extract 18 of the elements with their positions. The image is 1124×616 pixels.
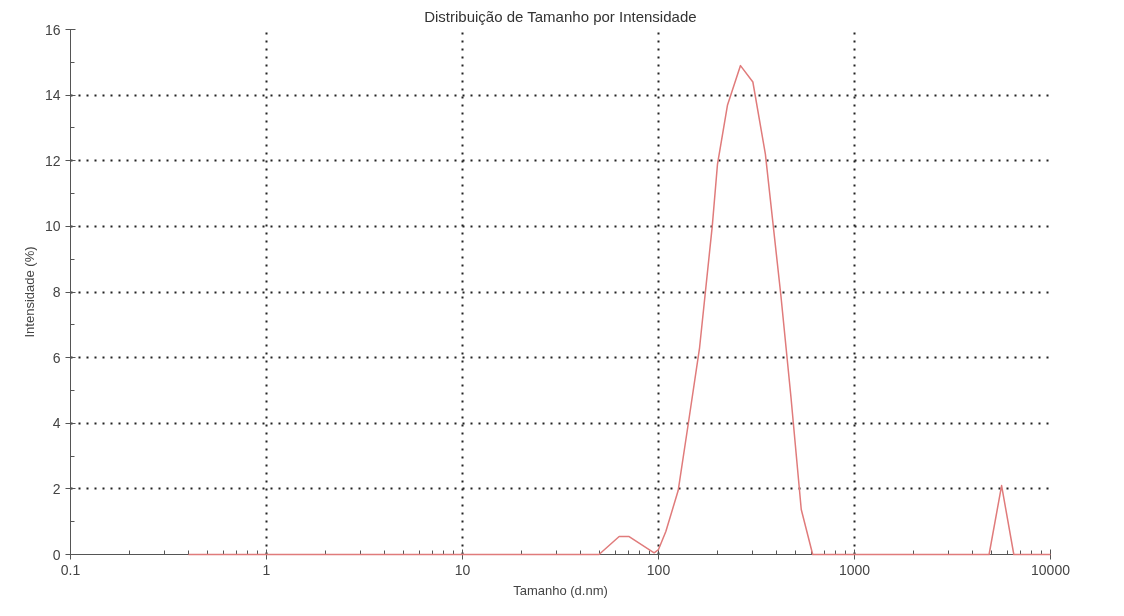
x-tick-label: 100: [646, 561, 671, 578]
x-axis-title: Tamanho (d.nm): [513, 582, 608, 598]
y-tick-label: 16: [44, 21, 61, 38]
y-tick-label: 8: [52, 284, 61, 300]
x-tick-label: 1: [262, 561, 271, 578]
chart-title: Distribuição de Tamanho por Intensidade: [424, 7, 697, 25]
y-tick-label: 4: [52, 415, 61, 432]
y-tick-label: 6: [52, 349, 61, 366]
y-tick-label: 12: [44, 152, 61, 169]
y-tick-label: 10: [44, 218, 61, 235]
x-tick-label: 1000: [838, 561, 871, 578]
y-tick-label: 2: [52, 480, 61, 497]
x-tick-label: 10000: [1031, 561, 1071, 578]
x-tick-label: 10: [454, 561, 471, 578]
y-tick-label: 14: [44, 87, 61, 104]
y-axis-title: Intensidade (%): [21, 246, 37, 338]
x-tick-label: 0.1: [60, 561, 81, 578]
y-tick-label: 0: [52, 546, 61, 563]
